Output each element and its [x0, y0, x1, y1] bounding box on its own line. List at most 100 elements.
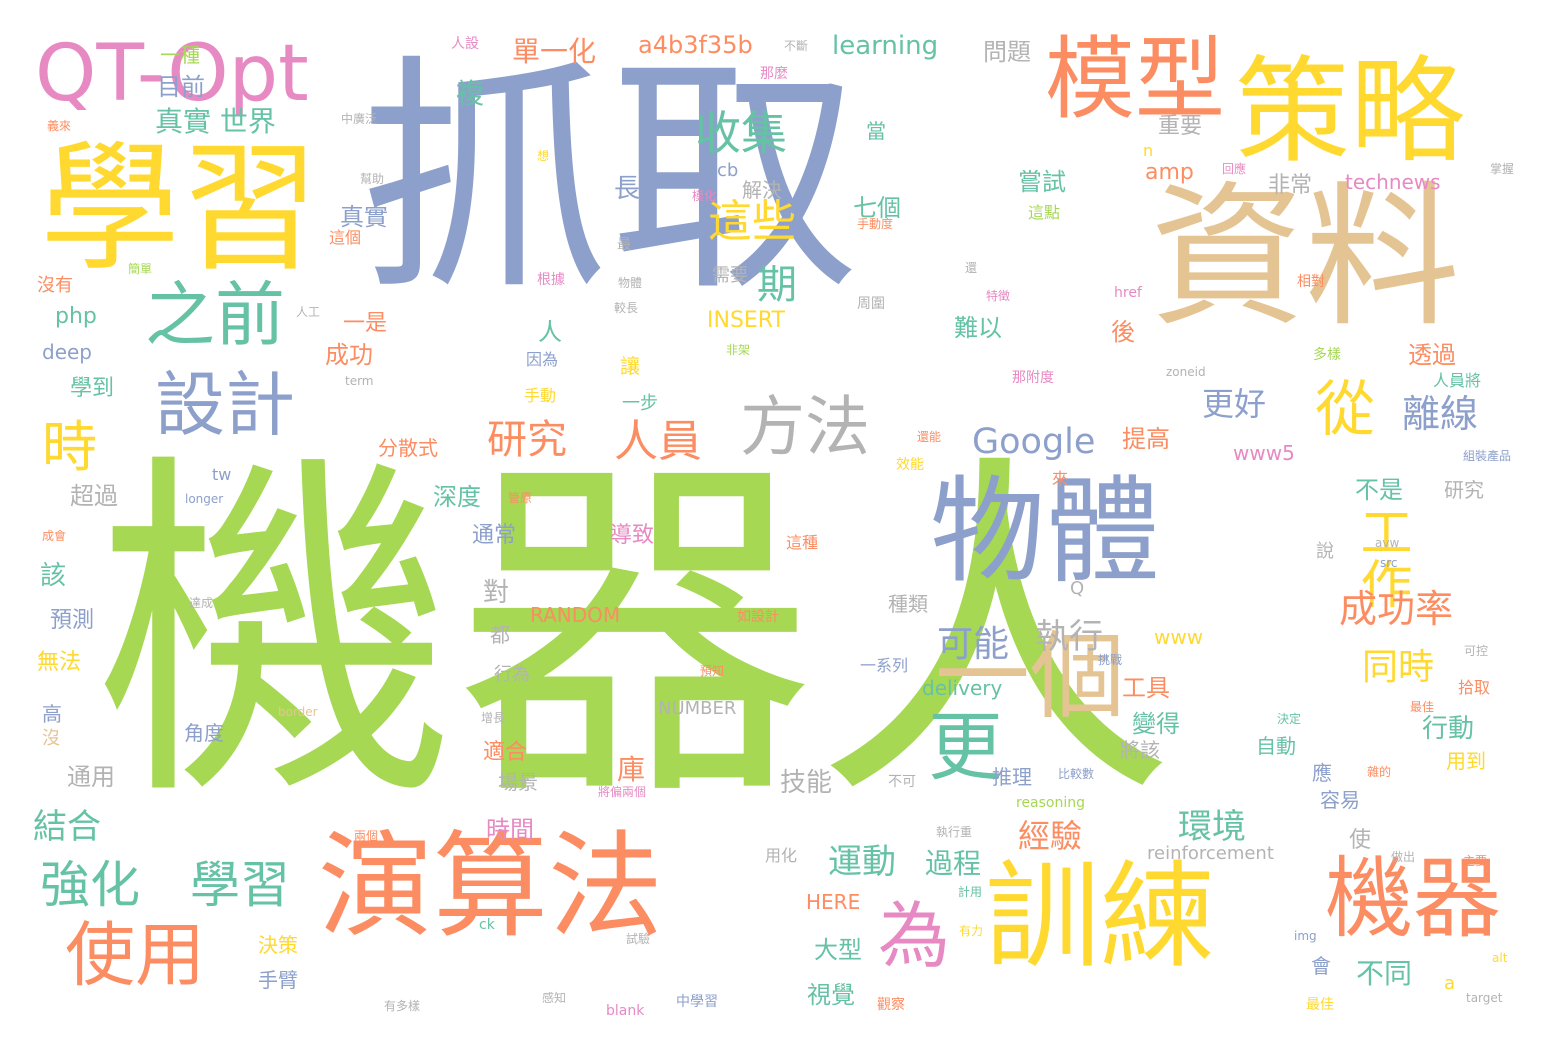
cloud-word: 難以	[954, 314, 1002, 342]
cloud-word: 過程	[925, 847, 982, 880]
cloud-word: 重要	[1158, 114, 1203, 139]
cloud-word: 導致	[610, 523, 655, 548]
cloud-word: 人	[538, 318, 562, 346]
cloud-word: 模化	[692, 189, 717, 203]
cloud-word: 從	[1315, 375, 1375, 445]
cloud-word: 可能	[937, 624, 1010, 665]
cloud-word: 有多樣	[384, 999, 421, 1013]
cloud-word: 更好	[1202, 385, 1267, 423]
cloud-word: 預測	[50, 608, 95, 633]
cloud-word: 設計	[155, 364, 295, 446]
cloud-word: 適合	[483, 740, 528, 765]
cloud-word: RANDOM	[530, 603, 621, 627]
cloud-word: 效能	[896, 457, 924, 473]
cloud-word: 簡單	[128, 262, 153, 276]
cloud-word: Google	[972, 422, 1096, 462]
cloud-word: 一是	[343, 311, 388, 336]
cloud-word: 執行	[1035, 617, 1103, 657]
cloud-word: 成功	[325, 341, 373, 369]
cloud-word: 學習	[40, 128, 321, 291]
cloud-word: 還能	[917, 430, 942, 444]
cloud-word: 那麼	[760, 66, 788, 82]
cloud-word: a	[1444, 973, 1456, 994]
cloud-word: HERE	[806, 890, 861, 914]
cloud-word: 義來	[47, 119, 72, 133]
cloud-word: 會	[1311, 954, 1331, 978]
cloud-word: 為	[878, 894, 951, 978]
cloud-word: 最佳	[1410, 700, 1435, 714]
cloud-word: 一個	[935, 622, 1126, 732]
cloud-word: 最	[617, 237, 631, 253]
cloud-word: 離線	[1402, 392, 1479, 436]
cloud-word: 方法	[740, 390, 871, 465]
cloud-word: 拾取	[1458, 678, 1491, 697]
cloud-word: 當	[866, 119, 886, 143]
cloud-word: img	[1294, 929, 1317, 943]
cloud-word: 時間	[486, 816, 534, 844]
cloud-word: 組裝產品	[1463, 449, 1512, 463]
cloud-word: 角度	[184, 721, 224, 745]
cloud-word: 解決	[742, 178, 782, 202]
cloud-word: 一種	[160, 43, 200, 67]
cloud-word: 容易	[1320, 788, 1360, 812]
cloud-word: 使	[1349, 828, 1372, 853]
cloud-word: 試驗	[626, 932, 651, 946]
cloud-word: 通用	[67, 763, 115, 791]
cloud-word: reinforcement	[1147, 843, 1274, 864]
cloud-word: 特徵	[986, 289, 1011, 303]
cloud-word: 說	[1316, 541, 1334, 562]
cloud-word: Q	[1070, 578, 1085, 599]
cloud-word: 場景	[498, 770, 538, 794]
cloud-word: 真實	[340, 203, 388, 231]
cloud-word: 較長	[614, 301, 639, 315]
cloud-word: cb	[717, 160, 739, 181]
cloud-word: 工具	[1122, 674, 1170, 702]
cloud-word: 七個	[853, 194, 901, 222]
cloud-word: 想	[537, 149, 550, 163]
cloud-word: zoneid	[1166, 365, 1206, 379]
cloud-word: 深度	[433, 483, 481, 511]
cloud-word: 可控	[1464, 644, 1489, 658]
cloud-word: 一步	[622, 393, 658, 414]
cloud-word: 之前	[145, 274, 285, 356]
cloud-word: 非架	[726, 343, 751, 357]
cloud-word: 成會	[42, 529, 67, 543]
cloud-word: 技能	[780, 768, 833, 798]
cloud-word: href	[1114, 285, 1142, 301]
cloud-word: 通常	[472, 523, 517, 548]
cloud-word: 掌握	[1490, 162, 1515, 176]
cloud-word: 手動度	[857, 217, 894, 231]
cloud-word: 執行重	[936, 825, 973, 839]
cloud-word: 挑戰	[1098, 653, 1123, 667]
cloud-word: 學習	[190, 856, 290, 914]
cloud-word: 人設	[451, 36, 479, 52]
cloud-word: 將偏兩個	[598, 785, 647, 799]
cloud-word: 預知	[700, 664, 725, 678]
cloud-word: 中學習	[676, 994, 718, 1010]
cloud-word: border	[278, 705, 318, 719]
cloud-word: 目前	[157, 73, 205, 101]
cloud-word: 複	[456, 77, 485, 110]
cloud-word: 應	[1312, 761, 1332, 785]
cloud-word: 用化	[765, 846, 798, 865]
cloud-word: 這點	[1028, 203, 1061, 222]
cloud-word: 該	[40, 561, 67, 591]
cloud-word: 推理	[992, 765, 1032, 789]
cloud-word: 研究	[487, 417, 567, 463]
cloud-word: 因為	[526, 350, 559, 369]
cloud-word: 沒	[42, 728, 60, 749]
cloud-word: tw	[212, 465, 232, 484]
cloud-word: 有力	[959, 924, 984, 938]
cloud-word: 環境	[1178, 807, 1246, 847]
cloud-word: 後	[1111, 318, 1135, 346]
cloud-word: 不是	[1355, 476, 1403, 504]
cloud-word: 不同	[1356, 957, 1413, 990]
cloud-word: 中廣泛	[341, 112, 378, 126]
cloud-word: 抓取	[360, 34, 860, 325]
cloud-word: 這種	[786, 533, 819, 552]
cloud-word: 行動	[1422, 714, 1475, 744]
cloud-word: 結合	[33, 807, 101, 847]
cloud-word: 周圍	[857, 296, 885, 312]
cloud-word: 行為	[494, 664, 530, 685]
